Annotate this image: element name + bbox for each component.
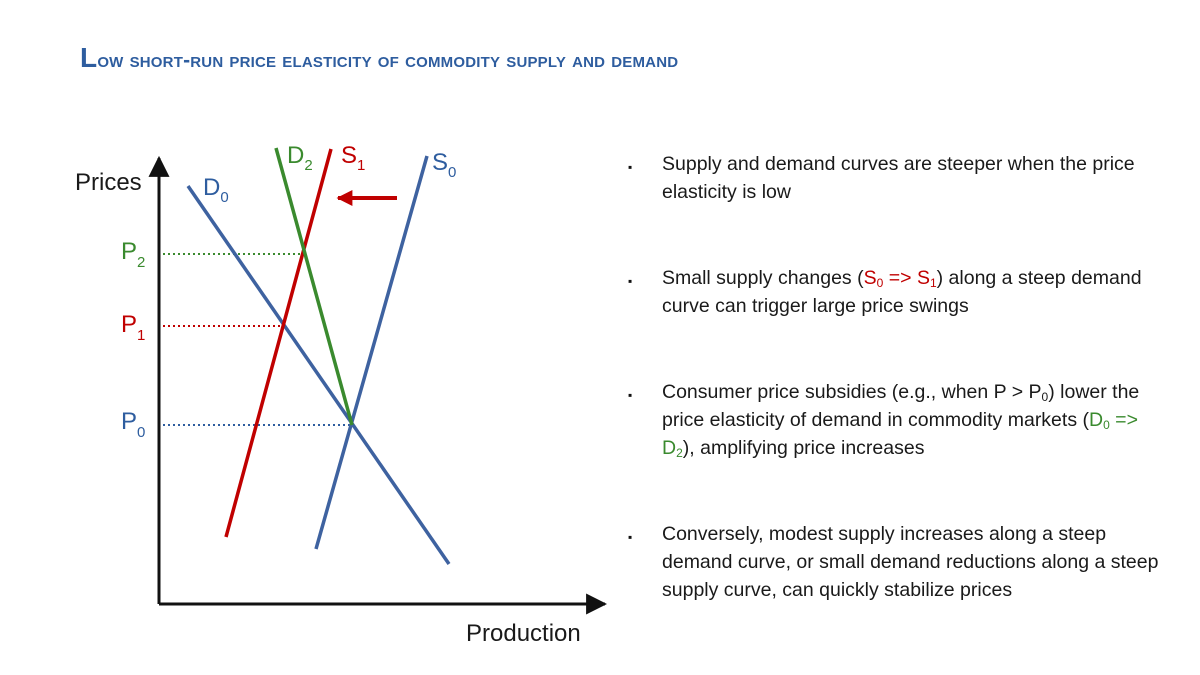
bullet-supply-changes: ▪ Small supply changes (S0 => S1) along …	[628, 264, 1168, 320]
supply-demand-diagram: Prices Production D0 D2 S1 S0 P2 P1 P0	[75, 142, 608, 647]
curve-label-s1: S1	[341, 142, 365, 174]
price-label-p1: P1	[121, 311, 145, 344]
demand-curve-d2	[274, 147, 354, 426]
bullet-marker: ▪	[628, 388, 633, 402]
slide-title: Low short-run price elasticity of commod…	[80, 42, 678, 74]
x-axis-label: Production	[466, 620, 581, 647]
y-axis-label: Prices	[75, 169, 142, 196]
bullet-subsidies: ▪ Consumer price subsidies (e.g., when P…	[628, 378, 1168, 462]
title-initial: L	[80, 42, 98, 73]
bullet-stabilize: ▪ Conversely, modest supply increases al…	[628, 520, 1168, 604]
bullet-text: Small supply changes (S0 => S1) along a …	[662, 267, 1142, 317]
bullet-marker: ▪	[628, 160, 633, 174]
bullet-steep-curves: ▪ Supply and demand curves are steeper w…	[628, 150, 1168, 206]
bullet-text: Conversely, modest supply increases alon…	[662, 523, 1159, 601]
price-label-p0: P0	[121, 408, 145, 441]
supply-curve-s1	[224, 148, 333, 538]
curve-label-d0: D0	[203, 174, 229, 206]
supply-curve-s0	[314, 155, 429, 550]
title-rest: ow short-run price elasticity of commodi…	[97, 49, 679, 72]
bullet-marker: ▪	[628, 274, 633, 288]
curve-label-d2: D2	[287, 142, 313, 174]
curve-label-s0: S0	[432, 149, 456, 181]
price-label-p2: P2	[121, 238, 145, 271]
bullet-text: Consumer price subsidies (e.g., when P >…	[662, 381, 1140, 460]
demand-curve-d0	[186, 185, 451, 565]
bullet-text: Supply and demand curves are steeper whe…	[662, 153, 1135, 203]
bullet-marker: ▪	[628, 530, 633, 544]
